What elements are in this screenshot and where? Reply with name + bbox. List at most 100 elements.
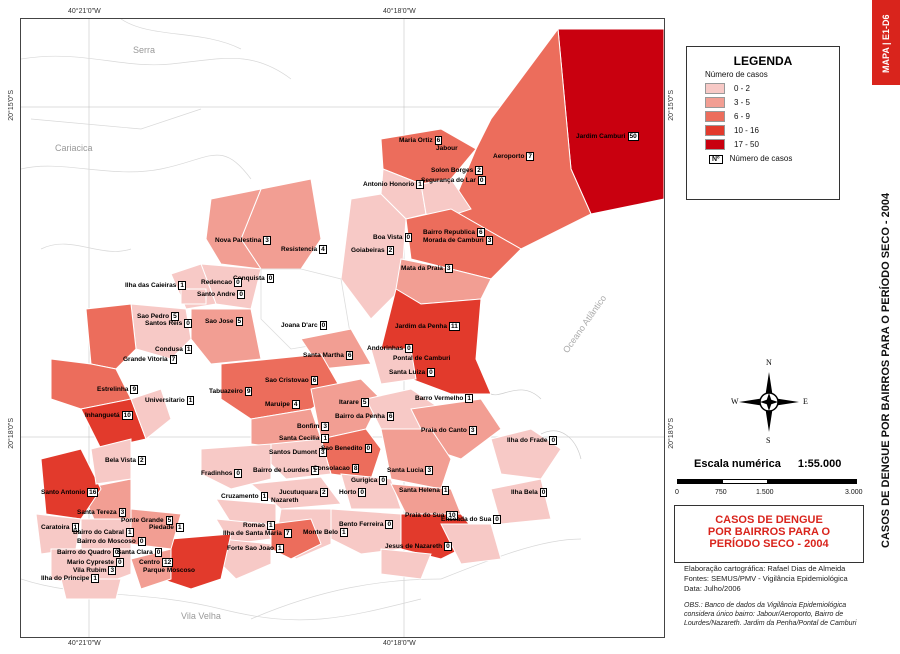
bairro-case-count: 4: [319, 245, 327, 254]
bairro-label: Joana D'arc 0: [281, 321, 328, 330]
bairro-label: Caratoira 1: [41, 523, 80, 532]
bairro-name: Praia do Sua: [405, 512, 445, 519]
bairro-case-count: 3: [263, 236, 271, 245]
bairro-case-count: 10: [446, 511, 458, 520]
bairro-name: Barro Vermelho: [415, 395, 464, 402]
compass-n: N: [766, 358, 772, 367]
bairro-label: Segurança do Lar 0: [421, 176, 486, 185]
bairro-label: Ilha de Santa Maria 7: [223, 529, 292, 538]
credits-line3: Data: Julho/2006: [684, 584, 741, 593]
bairro-name: Grande Vitoria: [123, 356, 168, 363]
bairro-name: Andorinhas: [367, 345, 404, 352]
compass-icon: [739, 372, 799, 432]
bairro-case-count: 12: [161, 558, 174, 567]
bairro-case-count: 0: [184, 319, 192, 328]
bairro-name: Santa Helena: [399, 487, 440, 494]
bairro-name: Enseada do Sua: [441, 516, 492, 523]
bairro-label: Santa Luiza 0: [389, 368, 435, 377]
bairro-case-count: 0: [405, 344, 413, 353]
bairro-name: Sao Jose: [205, 318, 234, 325]
region-ilha-bela: [490, 478, 552, 525]
bairro-name: Ponte Grande: [121, 517, 164, 524]
bairro-label: Conquista 0: [233, 274, 275, 283]
bairro-case-count: 1: [260, 492, 269, 501]
bairro-label: Mario Cypreste 0: [67, 558, 124, 567]
map-title-line3: PERÍODO SECO - 2004: [709, 538, 829, 550]
coord-right-bottom: 20°18'0"S: [668, 418, 675, 449]
bairro-label: Sao Jose 5: [205, 317, 244, 326]
bairro-case-count: 1: [178, 281, 186, 290]
side-banner: MAPA | E1-D6 CASOS DE DENGUE POR BAIRROS…: [872, 0, 900, 654]
region-santo-antonio: [40, 448, 102, 520]
bairro-label: Bonfim 3: [297, 422, 330, 431]
bairro-label: Boa Vista 0: [373, 233, 413, 242]
bairro-name: Maria Ortiz: [399, 137, 433, 144]
bairro-case-count: 6: [310, 376, 319, 385]
compass-s: S: [766, 436, 771, 445]
legend-swatch: [705, 83, 725, 94]
bairro-label: Sao Pedro 5: [137, 312, 179, 321]
map-frame[interactable]: Serra Cariacica Vila Velha Oceano Atlânt…: [20, 18, 665, 638]
bairro-case-count: 3: [319, 448, 327, 457]
bairro-name: Jardim da Penha: [395, 323, 448, 330]
bairro-label: Santa Clara 0: [117, 548, 163, 557]
bairro-case-count: 0: [319, 321, 328, 330]
bairro-name: Antonio Honorio: [363, 181, 415, 188]
bairro-label: Solon Borges 2: [431, 166, 483, 175]
bairro-label: Bairro do Quadro 0: [57, 548, 121, 557]
bairro-name: Consolacao: [313, 465, 350, 472]
bairro-case-count: 0: [539, 488, 548, 497]
bairro-case-count: 3: [425, 466, 434, 475]
bairro-name: Gurigica: [351, 477, 378, 484]
bairro-label: Bela Vista 2: [105, 456, 146, 465]
bairro-case-count: 2: [475, 166, 483, 175]
bairro-case-count: 0: [404, 233, 413, 242]
bairro-label: Inhanguetá 10: [85, 411, 133, 420]
region-ilha-do-frade: [490, 428, 562, 480]
bairro-label: Ilha das Caieiras 1: [125, 281, 186, 290]
bairro-name: Nova Palestina: [215, 237, 262, 244]
bairro-case-count: 1: [125, 528, 134, 537]
bairro-label: Santa Tereza 3: [77, 508, 127, 517]
bairro-case-count: 9: [244, 387, 253, 396]
legend-class-label: 6 - 9: [734, 112, 751, 121]
bairro-name: Praia do Canto: [421, 427, 467, 434]
legend-class-label: 3 - 5: [734, 98, 751, 107]
bairro-name: Horto: [339, 489, 357, 496]
place-vila-velha: Vila Velha: [181, 611, 221, 621]
bairro-name: Estrelinha: [97, 386, 129, 393]
bairro-label: Mata da Praia 3: [401, 264, 453, 273]
coord-bottom-right: 40°18'0"W: [383, 640, 416, 647]
bairro-case-count: 0: [234, 278, 242, 287]
coord-top-left: 40°21'0"W: [68, 8, 101, 15]
bairro-label: Maruipe 4: [265, 400, 300, 409]
bairro-name: Mario Cypreste: [67, 559, 114, 566]
bairro-name: Jardim Camburi: [576, 133, 626, 140]
bairro-name: Santa Martha: [303, 352, 344, 359]
bairro-label: Bairro Republica 6: [423, 228, 485, 237]
bairro-name: Santa Luiza: [389, 369, 426, 376]
bairro-name: Bairro do Moscoso: [77, 538, 136, 545]
bairro-case-count: 1: [186, 396, 195, 405]
bairro-name: Condusa: [155, 346, 183, 353]
bairro-name: Santos Dumont: [269, 449, 318, 456]
bairro-label: Itarare 5: [339, 398, 369, 407]
bairro-case-count: 0: [115, 558, 124, 567]
bairro-name: Santo Andre: [197, 291, 236, 298]
compass-rose: N S W E: [731, 358, 808, 445]
bairro-name: Parque Moscoso: [143, 567, 196, 574]
bairro-case-count: 1: [175, 523, 184, 532]
bairro-label: Santos Reis 0: [145, 319, 192, 328]
bairro-name: Inhanguetá: [85, 412, 120, 419]
bairro-name: Sao Cristovao: [265, 377, 309, 384]
bairro-label: Resistencia 4: [281, 245, 327, 254]
legend: LEGENDA Número de casos 0 - 2 3 - 5 6 - 9 1…: [686, 46, 840, 200]
bairro-name: Caratoira: [41, 524, 70, 531]
scale-title: Escala numérica 1:55.000: [694, 458, 841, 470]
scale-tick-3: 3.000: [845, 489, 863, 496]
obs-note: OBS.: Banco de dados da Vigilância Epide…: [684, 602, 857, 627]
bairro-label: Pontal de Camburi: [393, 355, 450, 362]
bairro-label: Piedade 1: [149, 523, 184, 532]
coord-left-bottom: 20°18'0"S: [8, 418, 15, 449]
legend-swatch: [705, 139, 725, 150]
